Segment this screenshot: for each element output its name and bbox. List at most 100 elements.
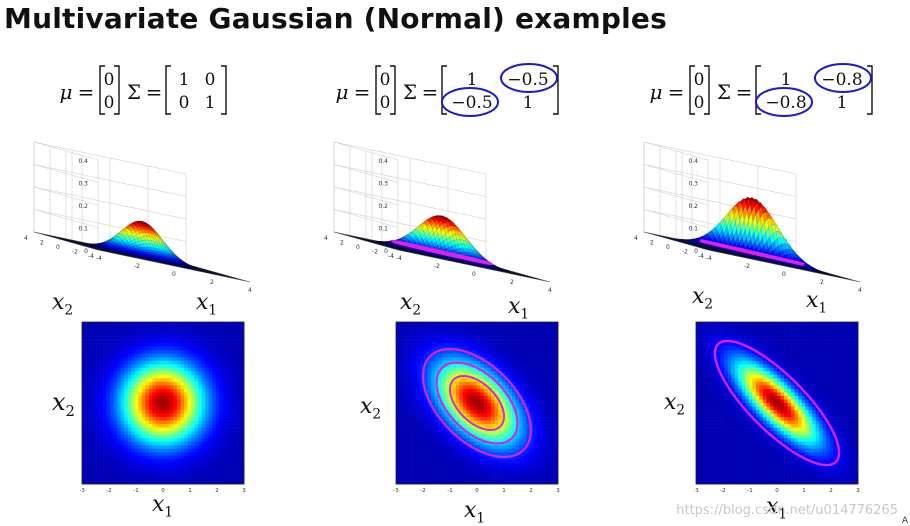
heatmap-x1-label-1: x1 [152, 492, 174, 521]
x2-tick-label: -4 [88, 253, 94, 260]
heatmap-frame [81, 321, 245, 485]
heat-x-tick: 1 [802, 488, 806, 494]
heat-x-tick: 2 [829, 488, 833, 494]
x1-tick-label: 0 [782, 271, 786, 278]
x1-tick-label: 4 [248, 287, 252, 294]
heat-x-tick: -2 [720, 488, 725, 494]
z-tick-label: 0.1 [378, 226, 388, 233]
x2-tick-label: -2 [682, 249, 688, 256]
heat-x-tick: 2 [529, 488, 533, 494]
heat-x-tick: 3 [856, 488, 860, 494]
equals-sign: = [736, 80, 753, 104]
z-tick-label: 0 [384, 248, 388, 255]
x2-tick-label: 4 [634, 235, 638, 242]
heat-x-tick: 1 [502, 488, 506, 494]
heat-x-tick: -1 [133, 488, 138, 494]
x2-tick-label: 2 [650, 240, 654, 247]
surface-plot-3: 0.4 0.3 0.2 0.1 0 -4 -4 -2 -2 0 0 2 2 4 4 [610, 140, 910, 314]
surface-x1-label-2: x1 [508, 294, 530, 323]
heatmap-cells [82, 322, 245, 485]
sigma-entry: 1 [179, 70, 190, 90]
x2-tick-label: -2 [72, 249, 78, 256]
watermark-url: https://blog.csdn.net/u014776265 [676, 503, 898, 518]
heatmap-1: -3 -2 -1 0 1 2 3 [79, 320, 250, 504]
z-tick-label: 0.4 [378, 158, 388, 165]
mu-entry: 0 [694, 70, 705, 90]
x2-tick-label: -4 [698, 253, 704, 260]
mu-entry: 0 [380, 93, 391, 113]
z-tick-label: 0.1 [688, 226, 698, 233]
heat-x-tick: 0 [161, 488, 165, 494]
x1-tick-label: -2 [744, 263, 750, 270]
example-panel-2: μ = 0 0 Σ = 1 −0.5 −0.5 1 0.4 0.3 0.2 0.1 0 -4 -4 -2 -2 0 0… [300, 0, 600, 526]
z-tick-label: 0.3 [78, 181, 88, 188]
sigma-entry: 1 [523, 93, 534, 113]
sigma-entry: −0.8 [765, 93, 806, 113]
z-tick-label: 0 [84, 248, 88, 255]
annotation-contour [713, 339, 841, 467]
heat-x-tick: 0 [475, 488, 479, 494]
surface-plot-2: 0.4 0.3 0.2 0.1 0 -4 -4 -2 -2 0 0 2 2 4 4 [300, 140, 600, 314]
equals-sign: = [354, 80, 371, 104]
x1-tick-label: -2 [134, 263, 140, 270]
example-panel-3: μ = 0 0 Σ = 1 −0.8 −0.8 1 0.4 0.3 0.2 0.1 0 -4 -4 -2 -2 0 0… [610, 0, 910, 526]
x1-tick-label: 4 [858, 287, 862, 294]
sigma-entry: 0 [179, 93, 190, 113]
annotation-contour [435, 361, 519, 445]
x1-tick-label: 2 [210, 279, 214, 286]
surface-x1-label-3: x1 [806, 288, 828, 317]
z-tick-label: 0.4 [78, 158, 88, 165]
annotation-ellipse [699, 239, 805, 266]
x2-tick-label: 4 [324, 235, 328, 242]
annotation-contour [421, 347, 533, 459]
surface-mesh [675, 196, 829, 275]
sigma-entry: 1 [781, 70, 792, 90]
heat-x-tick: -3 [694, 488, 699, 494]
heat-x-tick: -1 [747, 488, 752, 494]
sigma-entry: −0.5 [507, 70, 548, 90]
x2-tick-label: 2 [40, 240, 44, 247]
surface-plot-1: 0.4 0.3 0.2 0.1 0 -4 -4 -2 -2 0 0 2 2 4 4 [0, 140, 300, 314]
formula-2: μ = 0 0 Σ = 1 −0.5 −0.5 1 [300, 58, 600, 120]
circled-covariance [814, 63, 872, 93]
annotation-ellipse [389, 240, 495, 265]
heat-x-tick: 2 [215, 488, 219, 494]
heatmap-x2-label-3: x2 [664, 390, 686, 419]
equals-sign: = [668, 80, 685, 104]
heat-x-tick: -3 [394, 488, 399, 494]
x1-tick-label: 2 [510, 279, 514, 286]
x1-tick-label: 0 [472, 271, 476, 278]
x1-tick-label: 4 [548, 287, 552, 294]
heatmap-cells [696, 322, 859, 485]
surface-mesh [84, 220, 200, 270]
z-tick-label: 0.3 [378, 181, 388, 188]
formula-1: μ = 0 0 Σ = 1 0 0 1 [0, 58, 300, 120]
surface-x2-label-2: x2 [400, 290, 422, 319]
x2-tick-label: 0 [666, 244, 670, 251]
x1-tick-label: -4 [396, 255, 402, 262]
surface-x2-label-1: x2 [52, 290, 74, 319]
circled-covariance [755, 87, 813, 117]
mu-symbol: μ [336, 80, 349, 104]
z-tick-label: 0.3 [688, 181, 698, 188]
sigma-symbol: Σ [403, 80, 417, 104]
z-tick-label: 0.4 [688, 158, 698, 165]
sigma-entry: 1 [205, 93, 216, 113]
x1-tick-label: 0 [172, 271, 176, 278]
x1-tick-label: -4 [96, 255, 102, 262]
heat-x-tick: -2 [420, 488, 425, 494]
slide-title: Multivariate Gaussian (Normal) examples [4, 2, 667, 35]
sigma-entry: −0.8 [821, 70, 862, 90]
x1-tick-label: 2 [820, 279, 824, 286]
mu-entry: 0 [380, 70, 391, 90]
equals-sign: = [78, 80, 95, 104]
heatmap-cells [396, 322, 559, 485]
x1-tick-label: -4 [706, 255, 712, 262]
x2-tick-label: -4 [388, 253, 394, 260]
heat-x-tick: -2 [106, 488, 111, 494]
heatmap-x2-label-2: x2 [360, 394, 382, 423]
z-tick-label: 0.2 [378, 203, 388, 210]
heatmap-3: -3 -2 -1 0 1 2 3 [693, 320, 864, 504]
